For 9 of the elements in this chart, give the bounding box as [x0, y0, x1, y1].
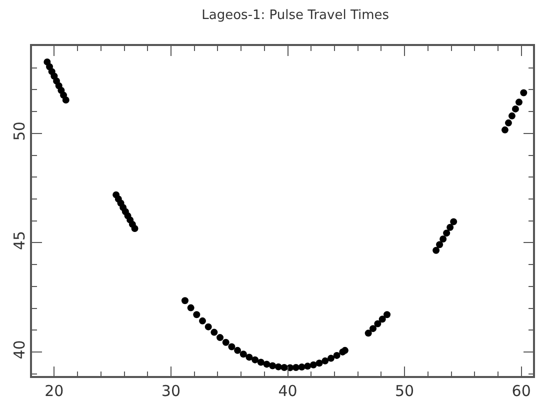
chart-title: Lageos-1: Pulse Travel Times	[202, 8, 390, 24]
y-tick-label: 40	[10, 340, 28, 360]
x-tick-label: 20	[44, 382, 64, 400]
x-tick-label: 40	[278, 382, 298, 400]
x-tick-label: 50	[394, 382, 414, 400]
x-tick-label: 60	[512, 382, 531, 400]
y-tick-label: 50	[10, 122, 28, 141]
x-tick-label: 30	[161, 382, 181, 400]
y-tick-label: 45	[10, 230, 28, 250]
